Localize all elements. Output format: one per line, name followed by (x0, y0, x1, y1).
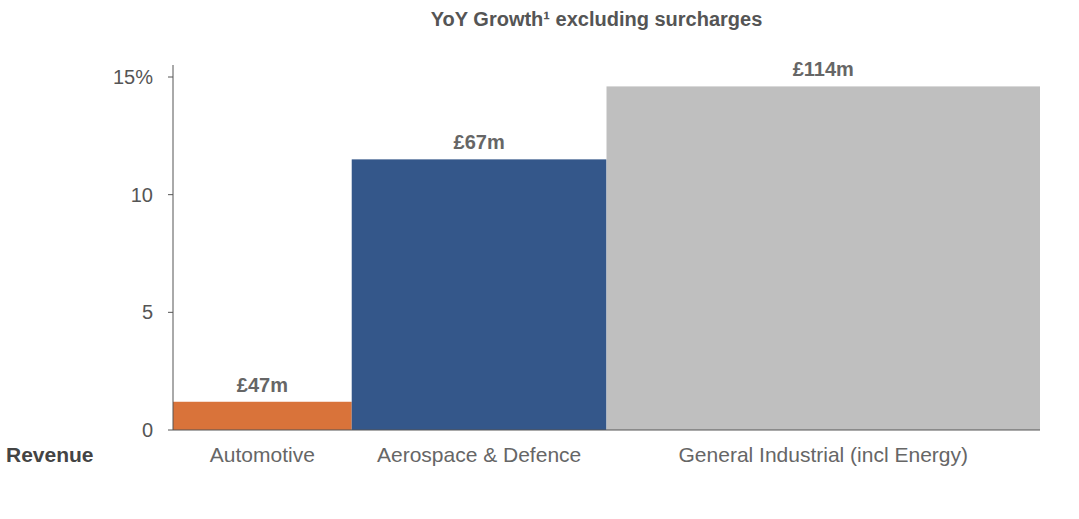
revenue-label: £47m (237, 374, 288, 396)
y-tick-label: 10 (131, 184, 153, 206)
revenue-label: £114m (793, 58, 854, 80)
bar (352, 159, 607, 430)
revenue-label: £67m (454, 131, 505, 153)
bar (607, 86, 1041, 430)
x-tick-label-line: Automotive (210, 443, 315, 466)
y-tick-label: 5 (142, 301, 153, 323)
x-tick-label-line: Aerospace & Defence (377, 443, 581, 466)
x-tick-label: Aerospace & Defence (377, 443, 581, 466)
title: YoY Growth¹ excluding surcharges (431, 8, 763, 30)
x-tick-label: Automotive (210, 443, 315, 466)
bar (173, 402, 352, 430)
y-tick-label: 15% (113, 66, 153, 88)
x-axis (173, 430, 1040, 431)
chart: YoY Growth¹ excluding surcharges £47m £67m… (0, 0, 1079, 519)
y-tick (168, 194, 173, 195)
x-axis-title: Revenue (6, 443, 94, 466)
x-tick-label-line: General Industrial (incl Energy) (679, 443, 968, 466)
bars (173, 86, 1040, 430)
y-tick (168, 312, 173, 313)
y-axis (173, 65, 174, 430)
y-tick (168, 430, 173, 431)
x-tick-label: General Industrial (incl Energy) (679, 443, 968, 466)
y-tick-label: 0 (142, 419, 153, 441)
y-tick (168, 77, 173, 78)
